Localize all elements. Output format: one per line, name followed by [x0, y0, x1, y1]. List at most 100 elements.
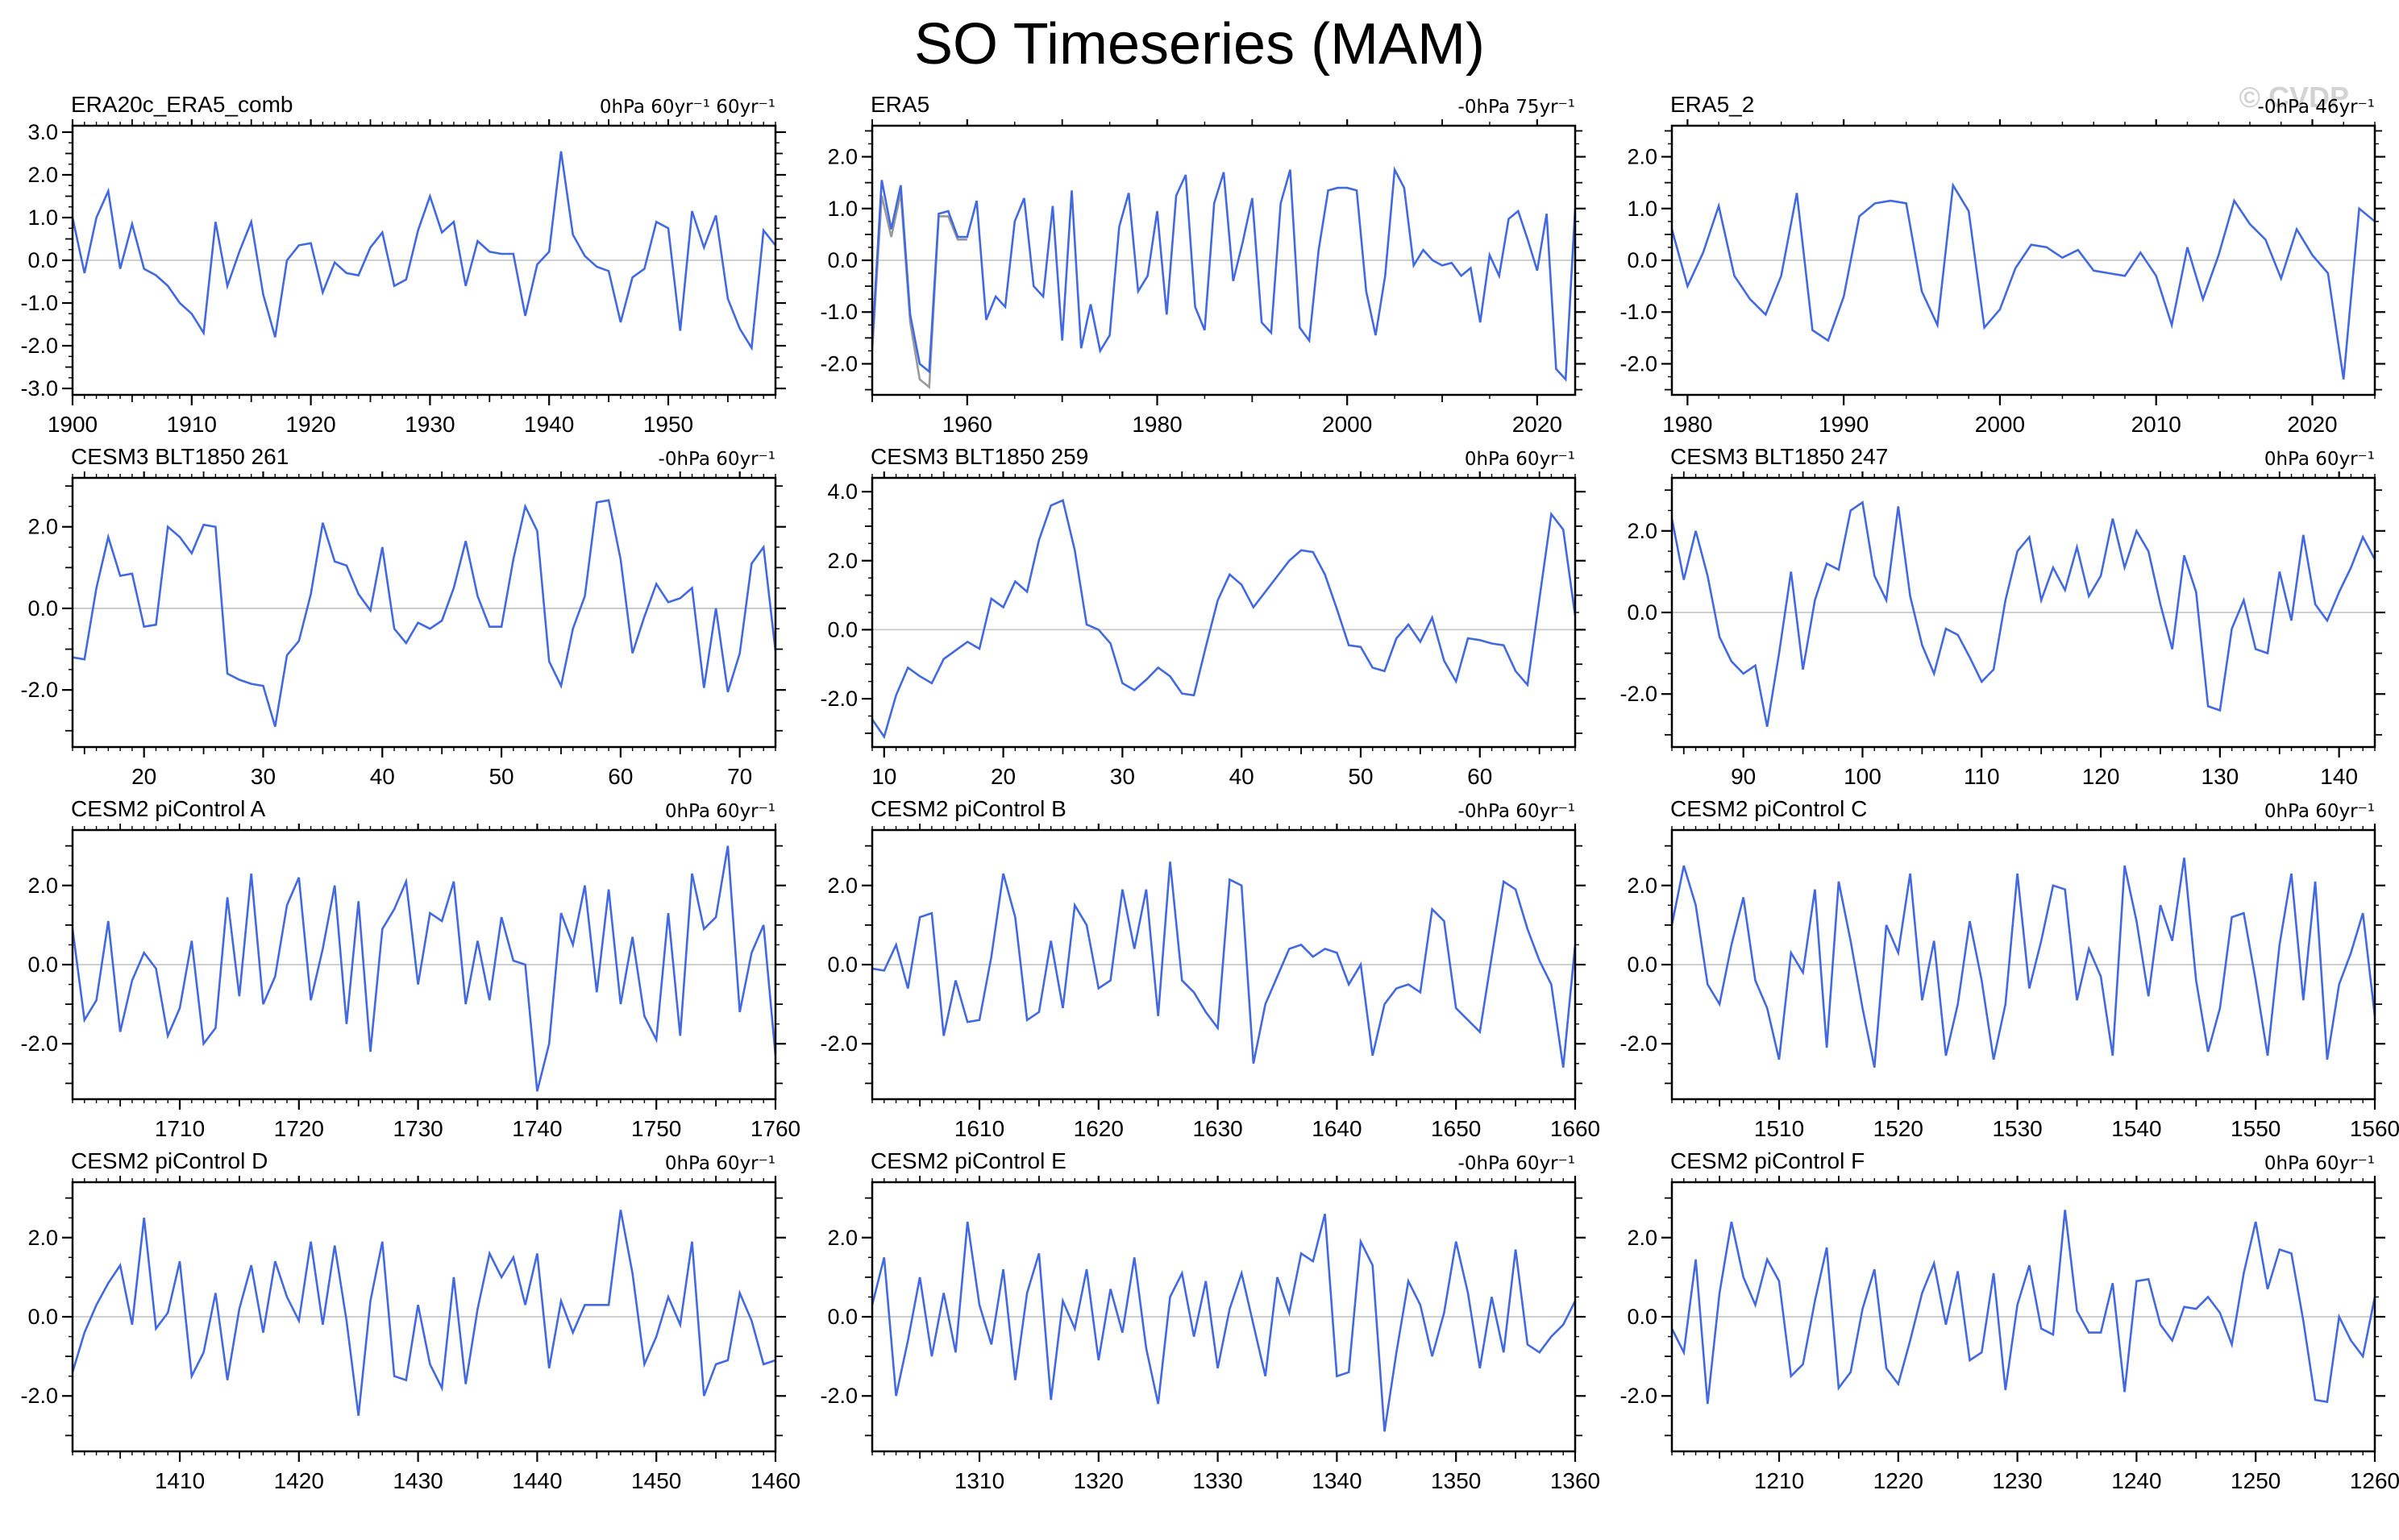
panel-title: ERA5: [871, 92, 930, 117]
x-tick-label: 130: [2202, 764, 2239, 788]
page-title: SO Timeseries (MAM): [913, 12, 1486, 77]
y-tick-label: 0.0: [27, 248, 58, 272]
panel-units-label: -0hPa 46yr⁻¹: [2257, 97, 2375, 118]
panel-header: CESM2 piControl C 0hPa 60yr⁻¹: [1599, 788, 2399, 824]
x-tick-label: 1450: [631, 1468, 681, 1492]
timeseries-panel: CESM3 BLT1850 261 -0hPa 60yr⁻¹ 20 30 40 50 60 7…: [0, 436, 800, 789]
timeseries-plot: 1410 1420 1430 1440 1450 1460 2.0 0.0 -2.0: [20, 1172, 800, 1493]
timeseries-panel: CESM3 BLT1850 247 0hPa 60yr⁻¹ 90 100 110 120 1…: [1599, 436, 2399, 789]
x-tick-label: 30: [1110, 764, 1135, 788]
x-tick-label: 1260: [2350, 1468, 2399, 1492]
y-tick-label: 2.0: [827, 549, 858, 573]
panel-header: CESM3 BLT1850 259 0hPa 60yr⁻¹: [800, 436, 1599, 471]
plot-border: [71, 828, 777, 1101]
panel-units-label: 0hPa 60yr⁻¹: [1464, 449, 1575, 470]
x-tick-label: 1910: [167, 412, 217, 436]
y-tick-label: 0.0: [827, 1305, 858, 1329]
panel-title: ERA5_2: [1670, 92, 1755, 117]
cvdp-watermark: © CVDP: [2239, 81, 2349, 114]
x-tick-label: 1240: [2111, 1468, 2161, 1492]
panel-title: CESM3 BLT1850 259: [871, 444, 1089, 469]
y-tick-label: 0.0: [1627, 600, 1657, 625]
x-tick-label: 1720: [274, 1116, 324, 1140]
timeseries-panel: CESM2 piControl D 0hPa 60yr⁻¹ 1410 1420 1430…: [0, 1140, 800, 1493]
x-tick-label: 1750: [631, 1116, 681, 1140]
x-tick-label: 1420: [274, 1468, 324, 1492]
panel-title: ERA20c_ERA5_comb: [71, 92, 293, 117]
series-line: [872, 861, 1575, 1068]
panel-header: ERA5_2 -0hPa 46yr⁻¹: [1599, 84, 2399, 119]
y-tick-label: 0.0: [827, 248, 858, 272]
x-tick-label: 1980: [1132, 412, 1182, 436]
y-tick-label: -2.0: [20, 1032, 58, 1056]
plot-border: [71, 1181, 777, 1453]
secondary-series-line: [872, 193, 967, 390]
x-tick-label: 1310: [954, 1468, 1004, 1492]
y-tick-label: -2.0: [820, 351, 858, 376]
panels-grid: ERA20c_ERA5_comb 0hPa 60yr⁻¹ 60yr⁻¹ 1900 19…: [0, 84, 2399, 1493]
x-tick-label: 1230: [1992, 1468, 2042, 1492]
x-tick-label: 1220: [1873, 1468, 1923, 1492]
x-tick-label: 1950: [643, 412, 693, 436]
y-tick-label: -2.0: [1619, 1032, 1657, 1056]
series-line: [73, 499, 775, 728]
x-tick-label: 1460: [750, 1468, 800, 1492]
series-line: [73, 1210, 775, 1416]
x-tick-label: 20: [991, 764, 1016, 788]
series-line: [872, 498, 1575, 740]
y-tick-label: 1.0: [827, 197, 858, 221]
y-tick-label: 2.0: [1627, 519, 1657, 543]
panel-units-label: 0hPa 60yr⁻¹: [2264, 449, 2375, 470]
timeseries-panel: CESM3 BLT1850 259 0hPa 60yr⁻¹ 10 20 30 40 50 60…: [800, 436, 1599, 789]
panel-units-label: -0hPa 60yr⁻¹: [1457, 801, 1575, 822]
x-tick-label: 10: [871, 764, 896, 788]
x-tick-label: 1710: [155, 1116, 205, 1140]
x-tick-label: 1350: [1431, 1468, 1481, 1492]
timeseries-plot: 1510 1520 1530 1540 1550 1560 2.0 0.0 -2.0: [1619, 820, 2399, 1141]
x-tick-label: 1640: [1312, 1116, 1362, 1140]
y-tick-label: 1.0: [27, 205, 58, 230]
panel-title: CESM2 piControl B: [871, 796, 1066, 821]
y-tick-label: -2.0: [820, 1384, 858, 1408]
panel-units-label: 0hPa 60yr⁻¹: [664, 1153, 775, 1174]
timeseries-plot: 1310 1320 1330 1340 1350 1360 2.0 0.0 -2.0: [820, 1172, 1600, 1493]
x-tick-label: 140: [2320, 764, 2358, 788]
x-tick-label: 1410: [155, 1468, 205, 1492]
x-tick-label: 1330: [1192, 1468, 1242, 1492]
panel-header: CESM2 piControl B -0hPa 60yr⁻¹: [800, 788, 1599, 824]
timeseries-panel: CESM2 piControl C 0hPa 60yr⁻¹ 1510 1520 1530…: [1599, 788, 2399, 1141]
y-tick-label: 2.0: [27, 163, 58, 187]
y-tick-label: -1.0: [820, 300, 858, 324]
x-tick-label: 40: [1229, 764, 1254, 788]
x-tick-label: 1320: [1074, 1468, 1124, 1492]
y-tick-label: 0.0: [27, 953, 58, 977]
y-tick-label: 2.0: [1627, 1226, 1657, 1250]
y-tick-label: -2.0: [1619, 682, 1657, 706]
series-line: [872, 166, 1575, 382]
panel-title: CESM2 piControl D: [71, 1148, 268, 1173]
plot-border: [871, 476, 1577, 749]
x-tick-label: 70: [727, 764, 752, 788]
y-tick-label: 4.0: [827, 479, 858, 504]
plot-border: [871, 828, 1577, 1101]
x-tick-label: 110: [1964, 764, 2000, 788]
y-tick-label: 2.0: [827, 145, 858, 169]
x-tick-label: 1430: [393, 1468, 443, 1492]
plot-border: [1670, 476, 2376, 749]
panel-header: CESM2 piControl A 0hPa 60yr⁻¹: [0, 788, 800, 824]
x-tick-label: 2020: [1512, 412, 1562, 436]
timeseries-plot: 1980 1990 2000 2010 2020 2.0 1.0 0.0 -1.0 -2.0: [1619, 115, 2385, 437]
y-tick-label: 2.0: [1627, 874, 1657, 898]
x-tick-label: 1730: [393, 1116, 443, 1140]
y-tick-label: 2.0: [27, 515, 58, 539]
panel-header: ERA5 -0hPa 75yr⁻¹: [800, 84, 1599, 119]
x-tick-label: 1560: [2350, 1116, 2399, 1140]
panel-units-label: 0hPa 60yr⁻¹: [2264, 1153, 2375, 1174]
x-tick-label: 2000: [1975, 412, 2025, 436]
panel-title: CESM2 piControl E: [871, 1148, 1066, 1173]
panel-units-label: 0hPa 60yr⁻¹: [664, 801, 775, 822]
x-tick-label: 20: [131, 764, 156, 788]
x-tick-label: 60: [608, 764, 633, 788]
timeseries-panel: CESM2 piControl B -0hPa 60yr⁻¹ 1610 1620 163…: [800, 788, 1600, 1141]
panel-header: CESM3 BLT1850 247 0hPa 60yr⁻¹: [1599, 436, 2399, 471]
